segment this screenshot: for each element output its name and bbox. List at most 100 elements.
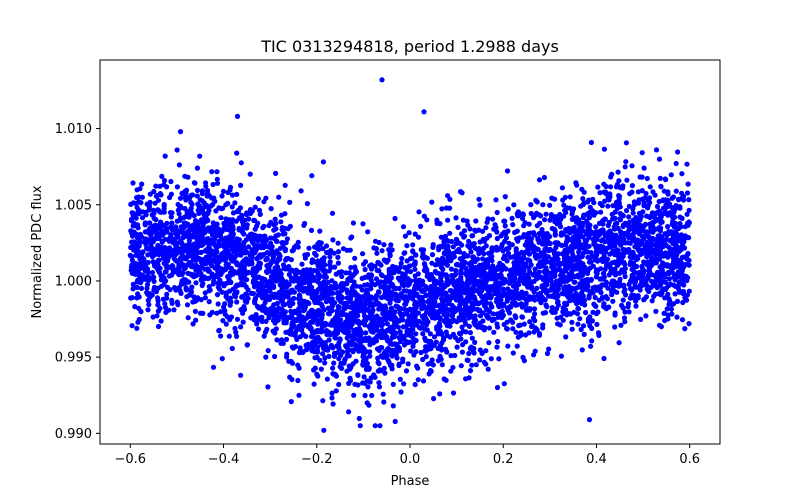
- data-point: [174, 184, 180, 190]
- data-point: [461, 313, 467, 319]
- data-point: [241, 239, 247, 246]
- data-point: [276, 194, 282, 200]
- data-point: [587, 289, 593, 295]
- data-point: [639, 174, 645, 180]
- data-point: [387, 276, 393, 282]
- data-point: [392, 215, 398, 222]
- data-point: [534, 210, 540, 216]
- data-point: [298, 188, 304, 194]
- data-point: [643, 190, 649, 197]
- data-point: [389, 289, 395, 295]
- data-point: [242, 272, 248, 278]
- data-point: [228, 265, 234, 271]
- data-point: [387, 251, 393, 257]
- data-point: [542, 252, 548, 259]
- data-point: [467, 330, 473, 336]
- data-point: [181, 266, 187, 272]
- data-point: [168, 178, 174, 185]
- data-point: [633, 276, 639, 282]
- data-point: [257, 211, 263, 217]
- data-point: [620, 223, 626, 230]
- data-point: [368, 272, 374, 278]
- data-point: [468, 249, 474, 255]
- data-point: [606, 272, 612, 278]
- data-point: [641, 259, 647, 265]
- data-point: [152, 200, 158, 206]
- data-point: [367, 302, 373, 308]
- data-point: [251, 266, 257, 272]
- data-point: [396, 285, 402, 292]
- data-point: [156, 235, 162, 241]
- data-point: [546, 346, 552, 352]
- data-point: [202, 290, 208, 296]
- data-point: [259, 275, 265, 282]
- data-point: [530, 215, 537, 221]
- data-point: [343, 287, 350, 293]
- data-point: [291, 295, 297, 301]
- data-point: [254, 275, 260, 281]
- data-point: [177, 129, 184, 135]
- data-point: [214, 169, 220, 175]
- data-point: [495, 286, 501, 292]
- data-point: [323, 329, 329, 335]
- data-point: [398, 260, 404, 266]
- data-point: [456, 306, 462, 312]
- data-point: [609, 211, 615, 217]
- data-point: [179, 280, 185, 286]
- data-point: [285, 226, 291, 232]
- data-point: [325, 279, 331, 285]
- data-point: [370, 329, 376, 335]
- data-point: [612, 324, 618, 330]
- data-point: [221, 251, 227, 257]
- data-point: [674, 252, 680, 258]
- data-point: [438, 275, 444, 281]
- data-point: [335, 249, 342, 255]
- data-point: [169, 220, 175, 226]
- data-point: [488, 284, 494, 290]
- data-point: [255, 292, 261, 298]
- data-point: [483, 295, 490, 301]
- data-point: [188, 259, 194, 265]
- data-point: [653, 147, 660, 153]
- data-point: [657, 209, 663, 215]
- data-point: [567, 274, 573, 280]
- data-point: [411, 352, 417, 358]
- data-point: [455, 278, 461, 284]
- data-point: [406, 264, 412, 270]
- data-point: [594, 287, 600, 293]
- data-point: [158, 318, 164, 324]
- data-point: [287, 199, 293, 205]
- data-point: [309, 173, 315, 179]
- data-point: [476, 246, 483, 252]
- data-point: [601, 270, 607, 277]
- data-point: [605, 203, 611, 209]
- data-point: [272, 353, 278, 360]
- data-point: [400, 224, 407, 230]
- data-point: [170, 236, 176, 242]
- data-point: [528, 236, 535, 242]
- data-point: [420, 282, 426, 288]
- data-point: [290, 247, 296, 253]
- data-point: [684, 190, 691, 196]
- data-point: [202, 295, 208, 301]
- data-point: [299, 273, 306, 279]
- data-point: [272, 265, 278, 271]
- data-point: [274, 337, 280, 343]
- data-point: [392, 321, 398, 327]
- data-point: [205, 240, 211, 246]
- data-point: [169, 227, 176, 233]
- data-point: [413, 331, 419, 337]
- data-point: [589, 338, 595, 344]
- data-point: [183, 233, 189, 239]
- data-point: [494, 209, 500, 216]
- data-point: [188, 287, 194, 293]
- data-point: [372, 423, 378, 429]
- data-point: [398, 389, 404, 395]
- data-point: [286, 358, 292, 364]
- data-point: [512, 301, 519, 307]
- data-point: [423, 322, 430, 328]
- data-point: [129, 323, 135, 329]
- data-point: [489, 245, 495, 251]
- data-point: [329, 210, 336, 216]
- data-point: [190, 321, 196, 327]
